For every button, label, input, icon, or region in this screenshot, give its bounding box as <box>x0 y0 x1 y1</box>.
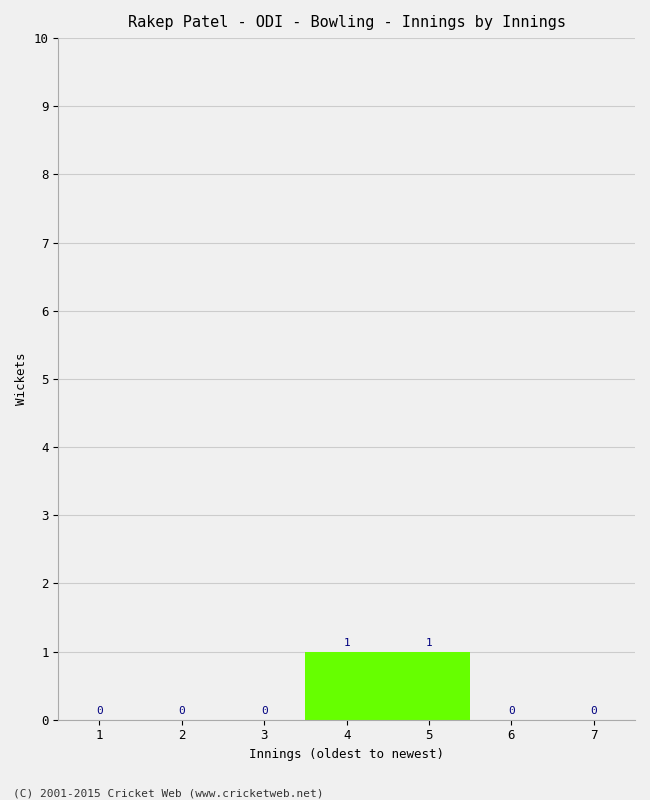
Text: 0: 0 <box>261 706 268 716</box>
Text: (C) 2001-2015 Cricket Web (www.cricketweb.net): (C) 2001-2015 Cricket Web (www.cricketwe… <box>13 788 324 798</box>
Text: 0: 0 <box>590 706 597 716</box>
Title: Rakep Patel - ODI - Bowling - Innings by Innings: Rakep Patel - ODI - Bowling - Innings by… <box>127 15 566 30</box>
Bar <box>388 651 470 720</box>
X-axis label: Innings (oldest to newest): Innings (oldest to newest) <box>249 748 444 761</box>
Text: 1: 1 <box>343 638 350 648</box>
Y-axis label: Wickets: Wickets <box>15 353 28 405</box>
Text: 1: 1 <box>426 638 432 648</box>
Bar <box>306 651 388 720</box>
Text: 0: 0 <box>96 706 103 716</box>
Text: 0: 0 <box>179 706 185 716</box>
Text: 0: 0 <box>508 706 515 716</box>
